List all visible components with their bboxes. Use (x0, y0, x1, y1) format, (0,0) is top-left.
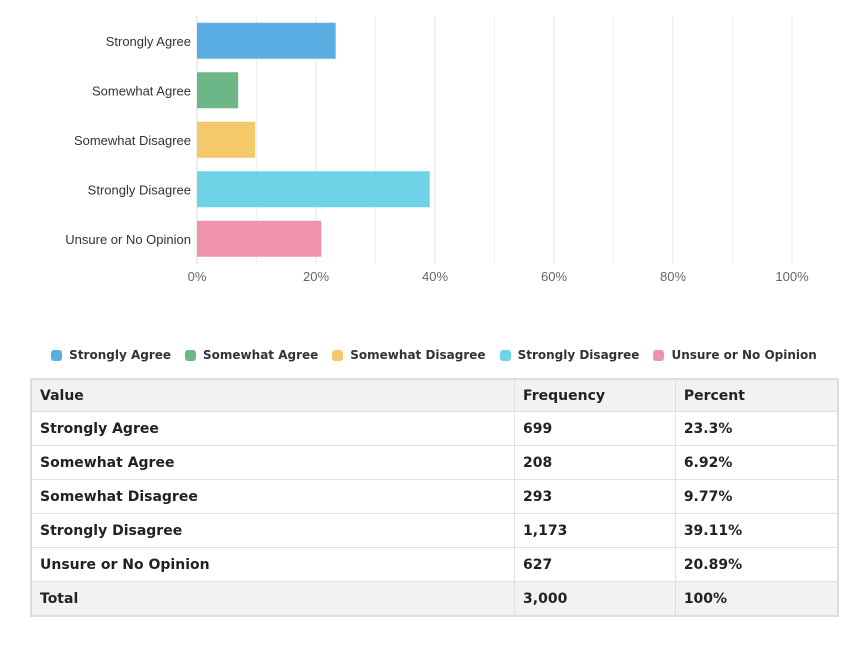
bar (197, 171, 430, 208)
x-tick-label: 0% (188, 269, 207, 284)
x-tick-label: 60% (541, 269, 567, 284)
legend-item[interactable]: Somewhat Disagree (332, 348, 486, 362)
table-row: Strongly Agree 699 23.3% (30, 411, 839, 446)
legend-label: Strongly Agree (69, 348, 172, 362)
cell-value: Somewhat Disagree (30, 479, 516, 514)
total-label: Total (30, 581, 516, 617)
table-row: Somewhat Agree 208 6.92% (30, 445, 839, 480)
cell-value: Strongly Agree (30, 411, 516, 446)
cell-value: Unsure or No Opinion (30, 547, 516, 582)
table-row: Strongly Disagree 1,173 39.11% (30, 513, 839, 548)
x-tick-label: 40% (422, 269, 448, 284)
cell-frequency: 208 (514, 445, 676, 480)
legend-item[interactable]: Somewhat Agree (185, 348, 318, 362)
legend-item[interactable]: Strongly Agree (51, 348, 171, 362)
legend-swatch (653, 349, 665, 361)
chart-legend: Strongly Agree Somewhat Agree Somewhat D… (0, 348, 868, 362)
legend-label: Strongly Disagree (517, 348, 640, 362)
bar (197, 72, 239, 109)
cell-frequency: 627 (514, 547, 676, 582)
cell-percent: 39.11% (674, 513, 839, 548)
x-tick-label: 80% (660, 269, 686, 284)
legend-swatch (332, 349, 344, 361)
table-total-row: Total 3,000 100% (30, 581, 839, 617)
cell-value: Strongly Disagree (30, 513, 516, 548)
cell-frequency: 699 (514, 411, 676, 446)
cell-percent: 6.92% (674, 445, 839, 480)
legend-swatch (499, 349, 511, 361)
category-label: Strongly Disagree (88, 182, 191, 197)
table-row: Unsure or No Opinion 627 20.89% (30, 547, 839, 582)
x-tick-label: 20% (303, 269, 329, 284)
bar-chart: 0% 20% 40% 60% 80% 100% Strongly Agree Somewhat… (65, 16, 809, 284)
legend-label: Somewhat Disagree (350, 348, 486, 362)
table-header-row: Value Frequency Percent (30, 378, 839, 412)
bar (197, 220, 322, 257)
category-label: Somewhat Disagree (74, 133, 191, 148)
column-header-value: Value (30, 378, 516, 412)
legend-label: Somewhat Agree (203, 348, 319, 362)
column-header-frequency: Frequency (514, 378, 676, 412)
category-label: Unsure or No Opinion (65, 232, 191, 247)
bar (197, 121, 256, 158)
cell-percent: 23.3% (674, 411, 839, 446)
cell-percent: 9.77% (674, 479, 839, 514)
total-percent: 100% (674, 581, 839, 617)
cell-percent: 20.89% (674, 547, 839, 582)
total-frequency: 3,000 (514, 581, 676, 617)
x-tick-label: 100% (775, 269, 809, 284)
bar (197, 22, 336, 59)
cell-frequency: 1,173 (514, 513, 676, 548)
frequency-table: Value Frequency Percent Strongly Agree 6… (30, 378, 839, 617)
category-label: Somewhat Agree (92, 83, 191, 98)
legend-swatch (51, 349, 63, 361)
legend-label: Unsure or No Opinion (671, 348, 817, 362)
legend-item[interactable]: Strongly Disagree (499, 348, 640, 362)
legend-swatch (185, 349, 197, 361)
column-header-percent: Percent (674, 378, 839, 412)
legend-item[interactable]: Unsure or No Opinion (653, 348, 817, 362)
table-row: Somewhat Disagree 293 9.77% (30, 479, 839, 514)
cell-frequency: 293 (514, 479, 676, 514)
category-label: Strongly Agree (106, 34, 191, 49)
cell-value: Somewhat Agree (30, 445, 516, 480)
